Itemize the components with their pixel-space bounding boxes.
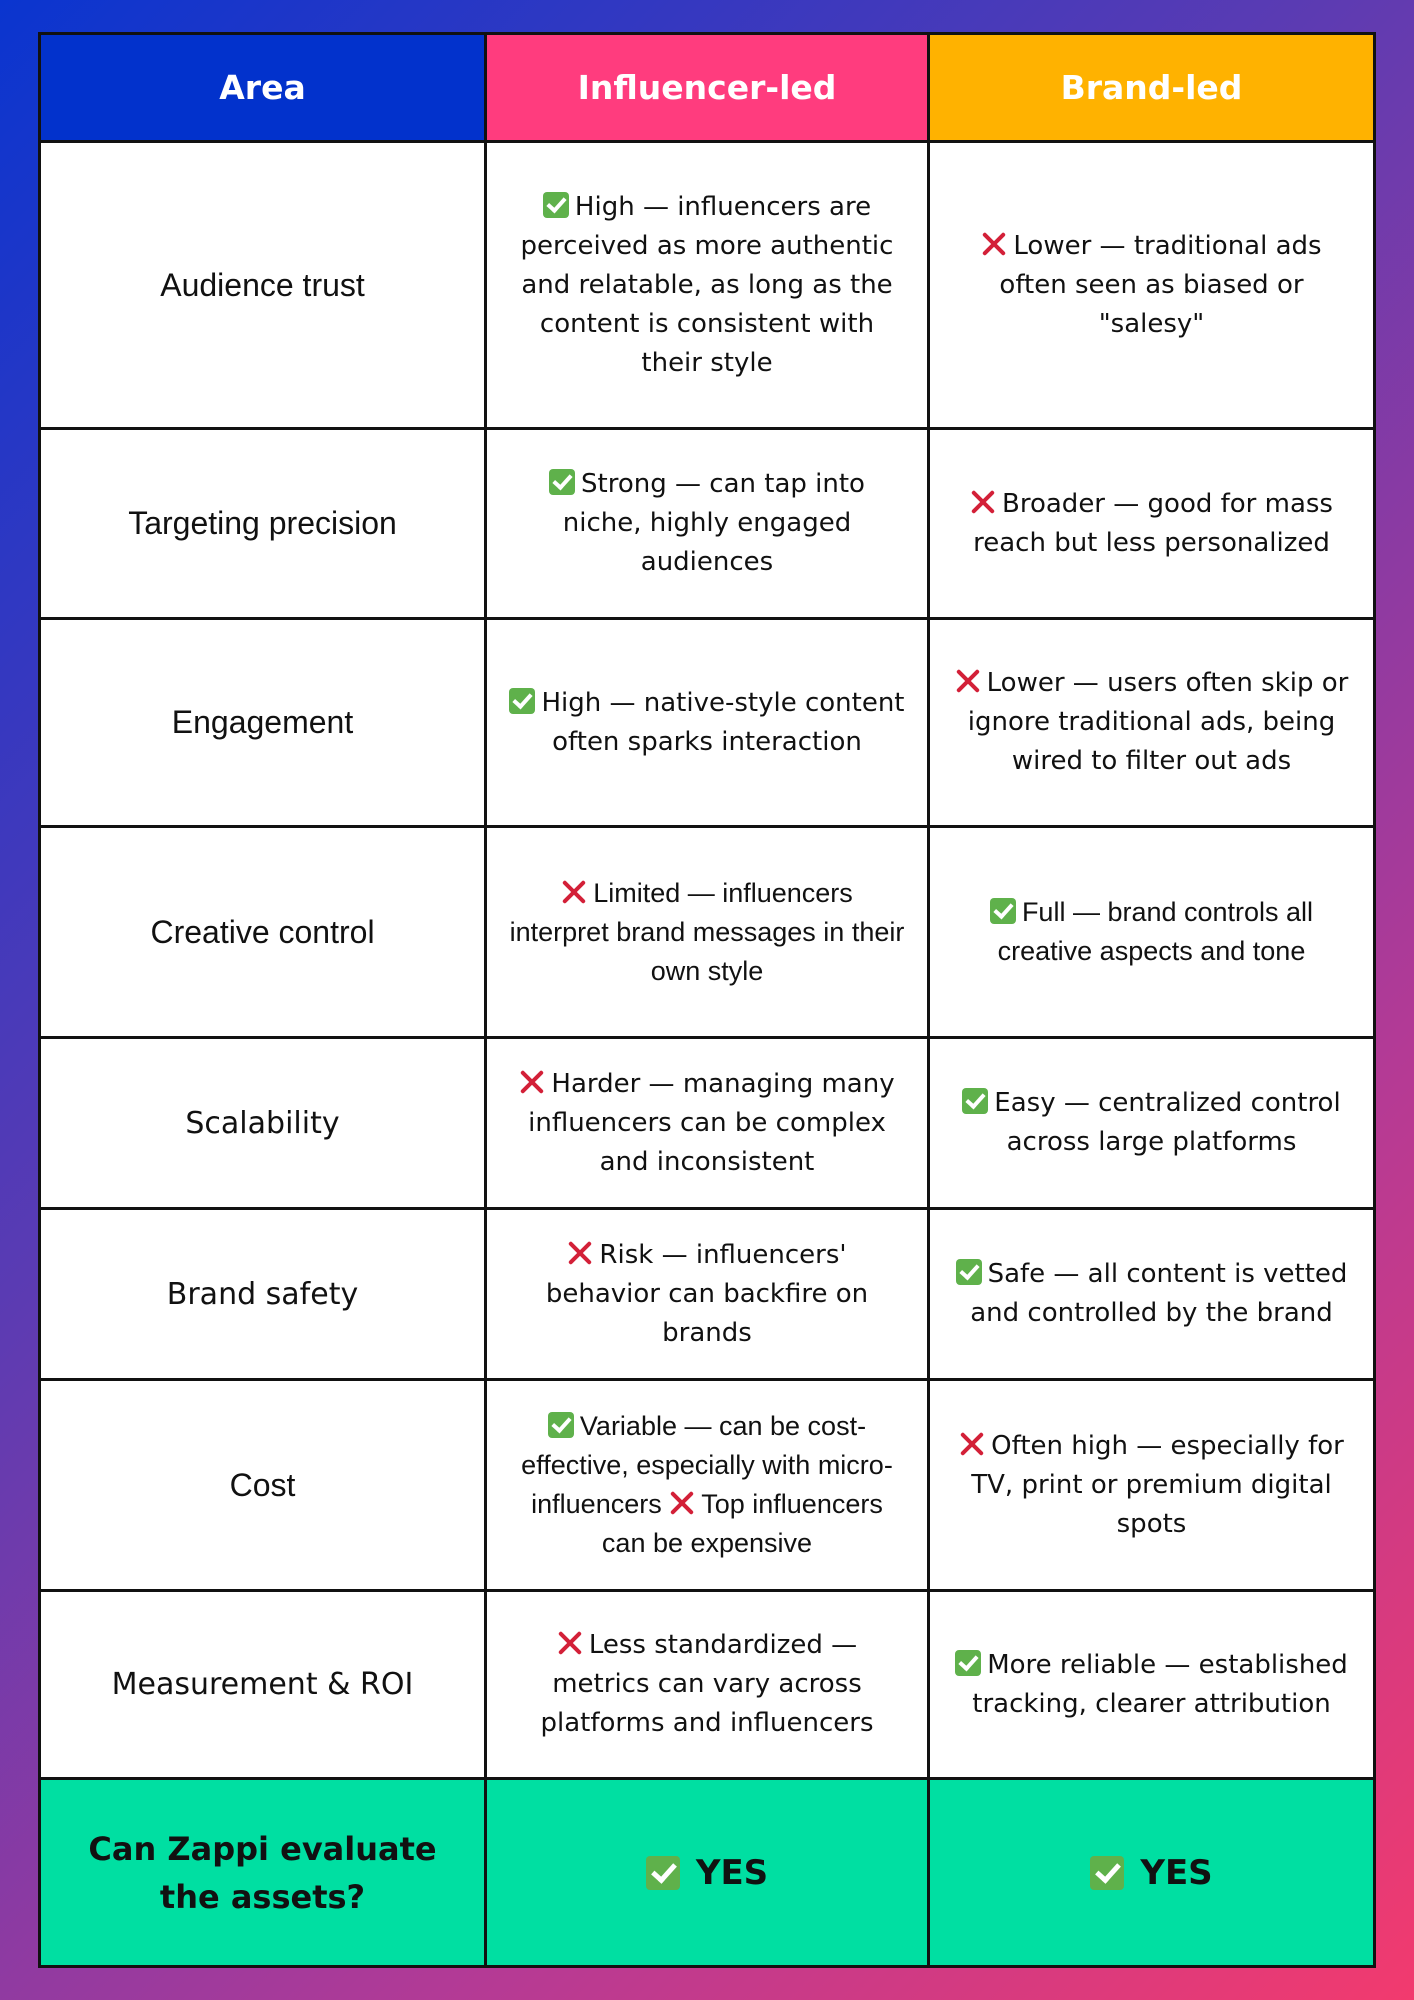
footer-brand-yes: YES [1140, 1852, 1213, 1893]
influencer-text: Less standardized — metrics can vary acr… [540, 1630, 874, 1738]
brand-text: Often high — especially for TV, print or… [971, 1430, 1344, 1539]
footer-question: Can Zappi evaluate the assets? [41, 1780, 487, 1965]
brand-cell-targeting-precision: Broader — good for mass reach but less p… [930, 430, 1373, 620]
row-label-engagement: Engagement [41, 620, 487, 828]
influencer-cell-audience-trust: High — influencers are perceived as more… [487, 143, 930, 430]
footer-brand-answer: YES [930, 1780, 1373, 1965]
row-label-measurement-roi: Measurement & ROI [41, 1592, 487, 1780]
influencer-cell-cost: Variable — can be cost-effective, especi… [487, 1381, 930, 1592]
brand-text: Lower — users often skip or ignore tradi… [967, 668, 1349, 776]
cross-icon [567, 1240, 593, 1266]
influencer-text-2: Top influencers can be expensive [601, 1489, 883, 1558]
influencer-cell-targeting-precision: Strong — can tap into niche, highly enga… [487, 430, 930, 620]
check-icon [509, 687, 536, 714]
influencer-cell-scalability: Harder — managing many influencers can b… [487, 1039, 930, 1210]
row-label-brand-safety: Brand safety [41, 1210, 487, 1381]
row-label-cost: Cost [41, 1381, 487, 1592]
check-icon [549, 469, 576, 495]
header-brand-led: Brand-led [930, 35, 1373, 143]
check-icon [1090, 1855, 1125, 1890]
cross-icon [557, 1630, 583, 1656]
cross-icon [519, 1069, 545, 1095]
cross-icon [955, 668, 981, 694]
influencer-text: Variable — can be cost-effective, especi… [521, 1411, 893, 1519]
influencer-text: Strong — can tap into niche, highly enga… [562, 469, 865, 577]
influencer-text: Limited — influencers interpret brand me… [509, 877, 905, 986]
influencer-text: Risk — influencers' behavior can backfir… [545, 1239, 869, 1348]
check-icon [955, 1649, 982, 1676]
influencer-text: Harder — managing many influencers can b… [528, 1068, 895, 1177]
footer-influencer-answer: YES [487, 1780, 930, 1965]
cross-icon [981, 231, 1007, 257]
cross-icon [970, 489, 996, 515]
brand-text: Broader — good for mass reach but less p… [973, 488, 1333, 558]
influencer-text: High — influencers are perceived as more… [520, 191, 894, 378]
brand-cell-engagement: Lower — users often skip or ignore tradi… [930, 620, 1373, 828]
cross-icon [669, 1490, 695, 1516]
influencer-cell-measurement-roi: Less standardized — metrics can vary acr… [487, 1592, 930, 1780]
row-label-scalability: Scalability [41, 1039, 487, 1210]
check-icon [542, 191, 569, 218]
row-label-creative-control: Creative control [41, 828, 487, 1039]
influencer-cell-creative-control: Limited — influencers interpret brand me… [487, 828, 930, 1039]
brand-text: Full — brand controls all creative aspec… [997, 897, 1314, 966]
comparison-table: Area Influencer-led Brand-led Audience t… [38, 32, 1376, 1968]
header-area: Area [41, 35, 487, 143]
footer-influencer-yes: YES [695, 1852, 769, 1893]
influencer-text: High — native-style content often sparks… [541, 687, 905, 757]
brand-cell-scalability: Easy — centralized control across large … [930, 1039, 1373, 1210]
row-label-targeting-precision: Targeting precision [41, 430, 487, 620]
check-icon [547, 1412, 574, 1438]
cross-icon [959, 1431, 985, 1457]
brand-text: Lower — traditional ads often seen as bi… [999, 230, 1322, 339]
check-icon [962, 1088, 989, 1114]
check-icon [955, 1259, 982, 1285]
check-icon [989, 898, 1016, 924]
influencer-cell-brand-safety: Risk — influencers' behavior can backfir… [487, 1210, 930, 1381]
cross-icon [561, 879, 587, 905]
brand-cell-audience-trust: Lower — traditional ads often seen as bi… [930, 143, 1373, 430]
brand-cell-creative-control: Full — brand controls all creative aspec… [930, 828, 1373, 1039]
brand-text: Safe — all content is vetted and control… [970, 1259, 1348, 1328]
brand-cell-cost: Often high — especially for TV, print or… [930, 1381, 1373, 1592]
brand-cell-measurement-roi: More reliable — established tracking, cl… [930, 1592, 1373, 1780]
brand-text: Easy — centralized control across large … [994, 1088, 1341, 1157]
header-influencer-led: Influencer-led [487, 35, 930, 143]
brand-text: More reliable — established tracking, cl… [972, 1649, 1348, 1719]
row-label-audience-trust: Audience trust [41, 143, 487, 430]
check-icon [645, 1855, 680, 1890]
brand-cell-brand-safety: Safe — all content is vetted and control… [930, 1210, 1373, 1381]
influencer-cell-engagement: High — native-style content often sparks… [487, 620, 930, 828]
